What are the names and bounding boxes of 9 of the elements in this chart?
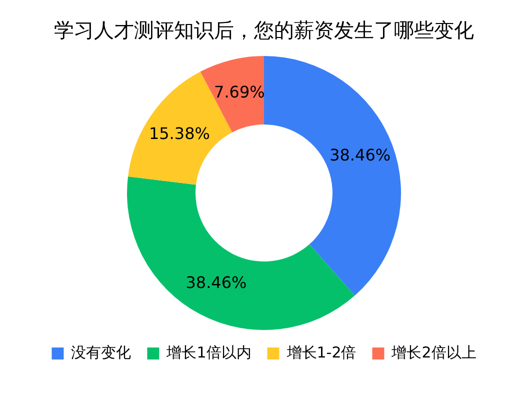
data-label: 15.38% [148,124,210,143]
legend-label: 增长1-2倍 [286,343,356,362]
data-label: 38.46% [330,146,391,165]
data-label: 38.46% [186,273,247,292]
chart-title: 学习人才测评知识后，您的薪资发生了哪些变化 [54,18,474,42]
legend-label: 增长1倍以内 [166,343,252,362]
data-label: 7.69% [214,82,265,102]
legend-label: 没有变化 [71,343,132,362]
legend-label: 增长2倍以上 [390,343,476,362]
